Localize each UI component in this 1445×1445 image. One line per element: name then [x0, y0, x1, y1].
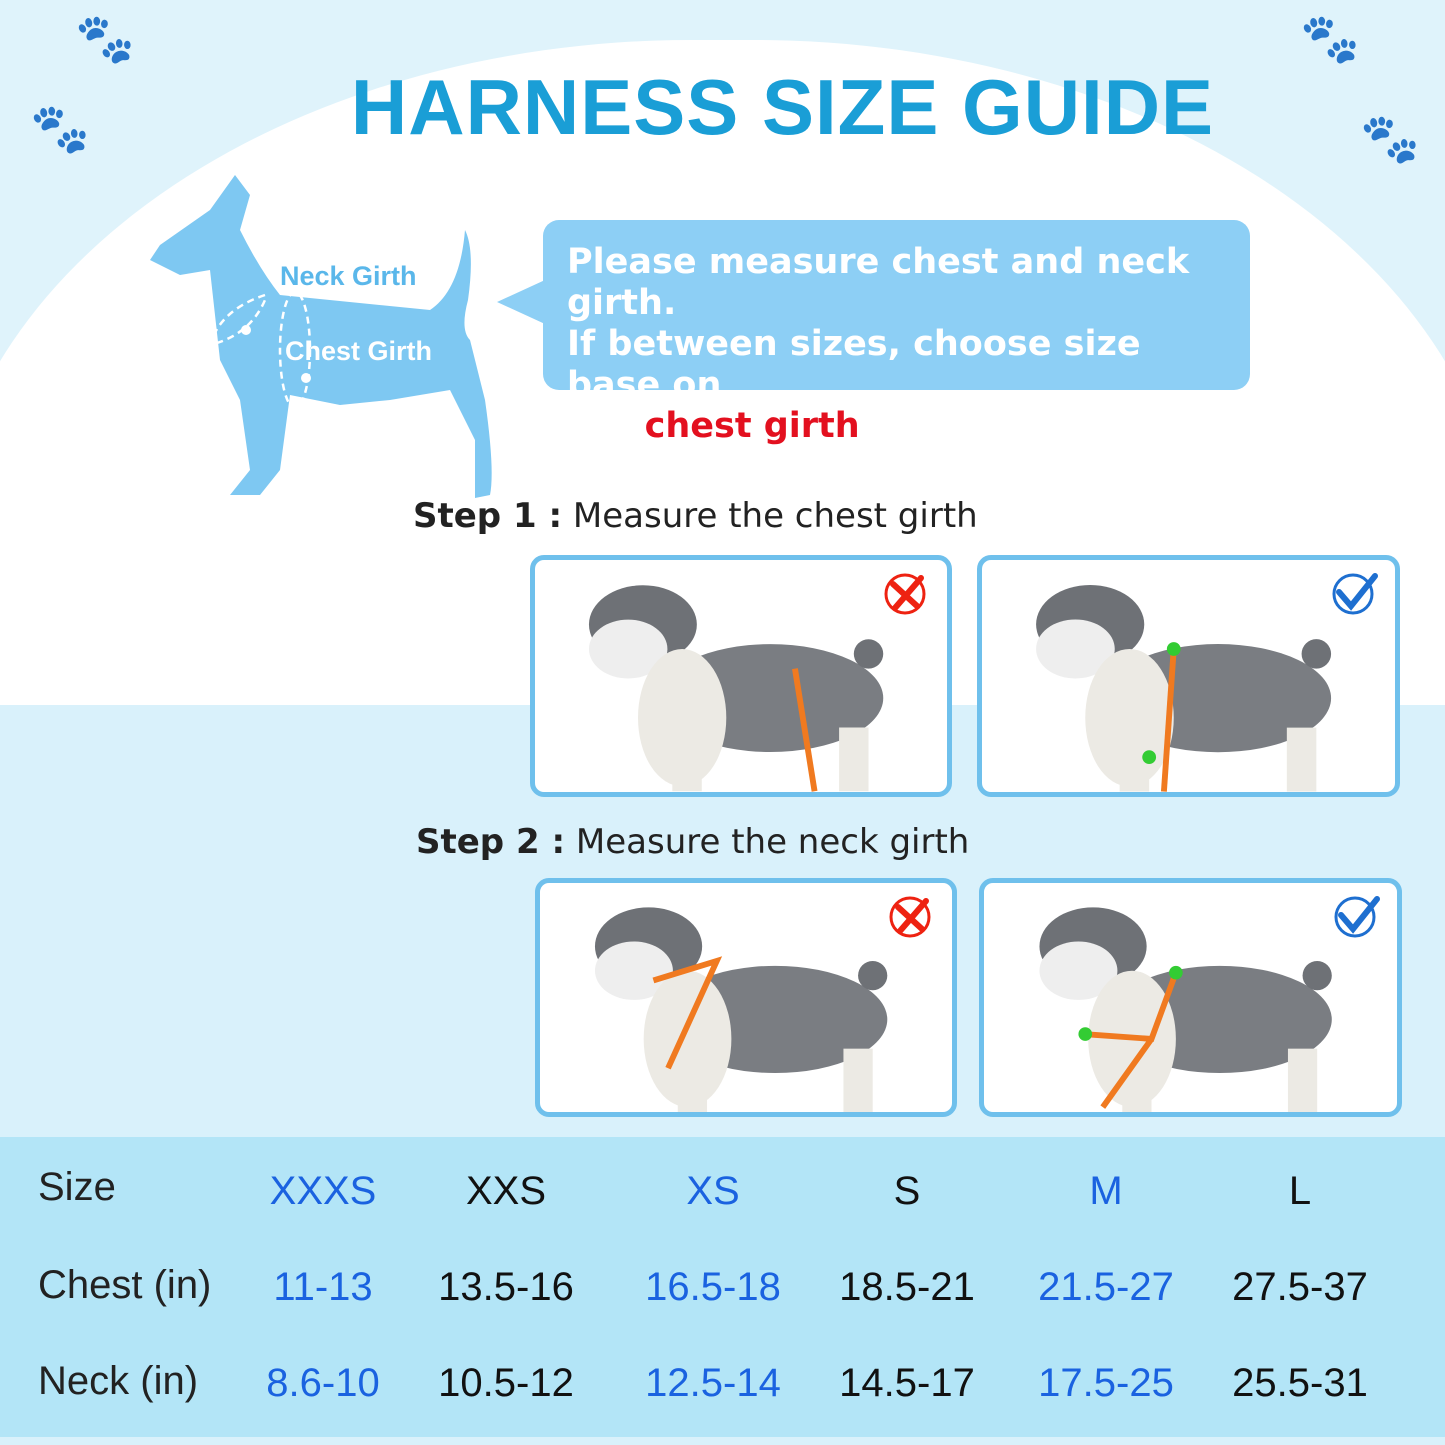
chest-cell: 21.5-27: [1038, 1265, 1174, 1309]
cross-icon: [889, 896, 931, 938]
neck-cell: 8.6-10: [266, 1361, 380, 1405]
paw-icon: 🐾: [1360, 111, 1420, 167]
neck-cell: 17.5-25: [1038, 1361, 1174, 1405]
dog-silhouette: [150, 175, 492, 498]
chest-correct-photo: [977, 555, 1400, 797]
row-label-chest: Chest (in): [38, 1263, 212, 1307]
size-cell: XXS: [465, 1169, 547, 1213]
chest-cell: 11-13: [273, 1265, 373, 1309]
dog-photo: [1036, 585, 1332, 792]
chest-girth-highlight: chest girth: [644, 406, 860, 446]
neck-correct-photo: [979, 878, 1402, 1117]
row-label-size: Size: [38, 1165, 116, 1209]
dog-silhouette-diagram: Neck Girth Chest Girth: [150, 175, 492, 498]
row-label-neck: Neck (in): [38, 1359, 199, 1403]
size-cell: M: [1089, 1169, 1123, 1213]
neck-cell: 14.5-17: [839, 1361, 975, 1405]
check-icon: [1332, 573, 1378, 615]
dog-photo: [594, 907, 888, 1112]
size-cell: XS: [686, 1169, 740, 1213]
chest-cell: 13.5-16: [438, 1265, 574, 1309]
paw-icon: 🐾: [75, 11, 135, 67]
dog-photo: [588, 585, 884, 792]
size-cell: L: [1288, 1169, 1312, 1213]
instruction-line-3: the chest girth.: [567, 406, 873, 446]
paw-icon: 🐾: [30, 101, 90, 157]
instruction-bubble: Please measure chest and neck girth. If …: [497, 220, 1250, 446]
chest-cell: 27.5-37: [1232, 1265, 1368, 1309]
instruction-line-1: Please measure chest and neck girth.: [567, 242, 1190, 323]
size-cell: S: [893, 1169, 921, 1213]
page-title: HARNESS SIZE GUIDE: [350, 63, 1215, 151]
neck-cell: 12.5-14: [645, 1361, 781, 1405]
step-1-heading: Step 1 : Measure the chest girth: [413, 496, 978, 536]
neck-cell: 10.5-12: [438, 1361, 574, 1405]
chest-girth-label: Chest Girth: [285, 336, 432, 366]
neck-girth-label: Neck Girth: [280, 261, 417, 291]
size-cell: XXXS: [269, 1169, 377, 1213]
neck-wrong-photo: [535, 878, 957, 1117]
step-2-heading: Step 2 : Measure the neck girth: [416, 822, 970, 862]
chest-wrong-photo: [530, 555, 952, 797]
neck-cell: 25.5-31: [1232, 1361, 1368, 1405]
cross-icon: [884, 573, 926, 615]
paw-icon: 🐾: [1300, 11, 1360, 67]
check-icon: [1334, 896, 1380, 938]
chest-cell: 18.5-21: [839, 1265, 975, 1309]
instruction-line-2: If between sizes, choose size base on: [567, 324, 1141, 405]
size-chart-table: Size Chest (in) Neck (in) XXXS XXS XS S …: [0, 1137, 1445, 1437]
dog-photo: [1039, 907, 1332, 1112]
chest-cell: 16.5-18: [645, 1265, 781, 1309]
